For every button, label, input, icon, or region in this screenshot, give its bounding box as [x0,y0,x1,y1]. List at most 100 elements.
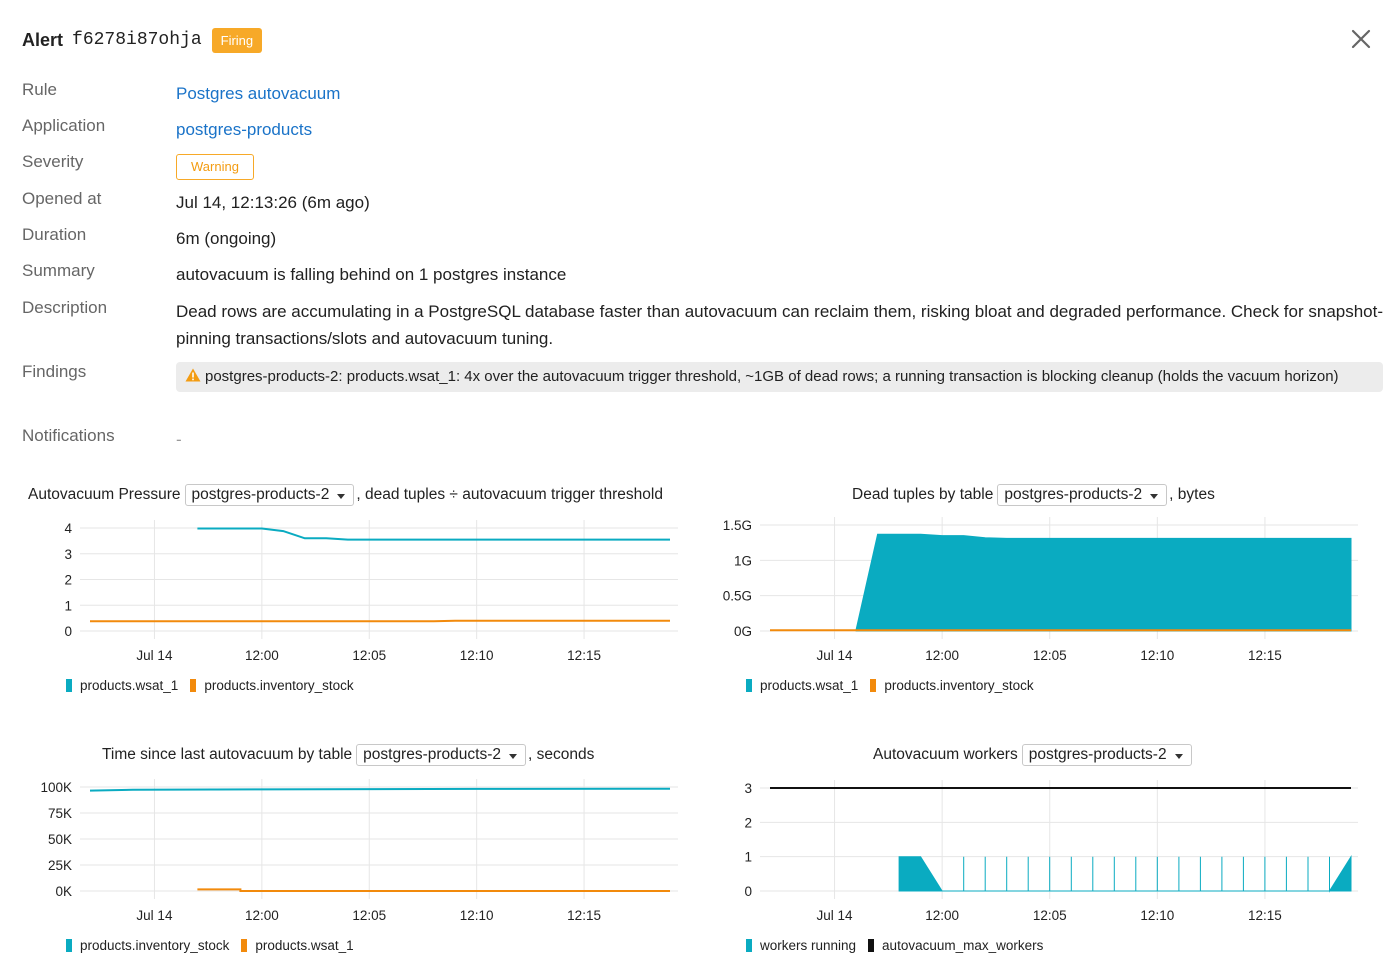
legend-swatch [746,679,752,692]
legend-item[interactable]: products.inventory_stock [870,678,1034,693]
application-label: Application [22,116,106,135]
chart-title: Dead tuples by table postgres-products-2… [852,484,1215,506]
x-tick-label: Jul 14 [817,908,854,923]
rule-label: Rule [22,80,57,99]
chart-plot: 100K 75K 50K 25K 0K Jul 14 12:00 12:05 12:10 12:1… [40,779,678,923]
legend-label: products.wsat_1 [760,678,859,693]
legend-swatch [66,939,72,952]
y-tick-label: 0 [744,884,752,899]
chart-plot: 4 3 2 1 0 Jul 14 12:00 12:05 12:10 12:15 [64,520,678,663]
x-tick-label: 12:10 [1140,908,1174,923]
y-tick-label: 3 [744,781,752,796]
severity-label: Severity [22,152,84,171]
instance-dropdown-value: postgres-products-2 [1028,746,1167,763]
chevron-down-icon [337,494,346,499]
y-tick-label: 0K [55,884,72,899]
y-tick-label: 50K [48,832,72,847]
chart-title-suffix: , dead tuples ÷ autovacuum trigger thres… [356,486,663,503]
chart-title: Autovacuum Pressure postgres-products-2 … [28,484,663,506]
chart-dead-tuples: Dead tuples by table postgres-products-2… [700,0,1400,966]
legend-label: autovacuum_max_workers [882,938,1044,953]
duration-value: 6m (ongoing) [176,229,277,248]
legend-item[interactable]: workers running [746,938,856,953]
x-tick-label: 12:00 [245,648,279,663]
instance-dropdown[interactable]: postgres-products-2 [184,484,355,506]
x-tick-label: 12:05 [1033,648,1067,663]
chart-title-prefix: Autovacuum workers [873,746,1018,763]
chart-autovacuum-workers: Autovacuum workers postgres-products-2 3… [700,0,1400,966]
legend-swatch [241,939,248,952]
x-tick-label: 12:00 [245,908,279,923]
legend-swatch [746,939,752,952]
y-tick-label: 0.5G [723,589,752,604]
x-tick-label: 12:00 [925,648,959,663]
finding-text: postgres-products-2: products.wsat_1: 4x… [205,368,1339,385]
summary-label: Summary [22,261,95,280]
y-tick-label: 2 [64,573,72,588]
y-tick-label: 0G [734,624,752,639]
series-line-products-wsat-1 [197,527,670,541]
legend-item[interactable]: autovacuum_max_workers [868,938,1043,953]
gridlines: 3 2 1 0 Jul 14 12:00 12:05 12:10 12:15 [744,780,1358,923]
chart-title-prefix: Time since last autovacuum by table [102,746,353,763]
x-tick-label: 12:05 [352,908,386,923]
legend-label: products.inventory_stock [884,678,1034,693]
x-tick-label: 12:00 [925,908,959,923]
close-icon[interactable] [1349,27,1373,51]
instance-dropdown[interactable]: postgres-products-2 [1021,744,1192,766]
legend-label: products.wsat_1 [80,678,179,693]
warning-icon [185,368,201,382]
y-tick-label: 25K [48,858,72,873]
opened-label: Opened at [22,189,102,208]
x-tick-label: 12:05 [352,648,386,663]
chevron-down-icon [1150,494,1159,499]
instance-dropdown-value: postgres-products-2 [191,486,330,503]
x-tick-label: 12:10 [460,648,494,663]
chart-title-suffix: , bytes [1169,486,1215,503]
alert-id: f6278i87ohja [72,30,202,50]
legend-swatch [868,939,875,952]
application-link[interactable]: postgres-products [176,120,313,139]
series-line-products-inventory-stock [89,787,671,792]
finding-item: postgres-products-2: products.wsat_1: 4x… [176,362,1383,392]
chart-legend: workers running autovacuum_max_workers [746,938,1055,953]
instance-dropdown[interactable]: postgres-products-2 [997,484,1168,506]
chart-legend: products.inventory_stock products.wsat_1 [66,938,366,953]
legend-item[interactable]: products.wsat_1 [66,678,178,693]
chevron-down-icon [1174,754,1183,759]
y-tick-label: 2 [744,815,752,830]
chart-time-since-autovacuum: Time since last autovacuum by table post… [40,744,678,953]
legend-label: products.wsat_1 [255,938,354,953]
status-badge: Firing [211,27,263,53]
instance-dropdown[interactable]: postgres-products-2 [356,744,526,766]
notifications-label: Notifications [22,426,115,445]
legend-item[interactable]: products.inventory_stock [66,938,229,953]
legend-label: workers running [760,938,857,953]
legend-item[interactable]: products.wsat_1 [746,678,858,693]
legend-item[interactable]: products.wsat_1 [241,938,354,953]
x-tick-label: Jul 14 [136,908,173,923]
notifications-value: - [176,430,182,449]
legend-label: products.inventory_stock [204,678,354,693]
legend-swatch [66,679,72,692]
opened-value: Jul 14, 12:13:26 (6m ago) [176,193,370,212]
y-tick-label: 1 [64,598,72,613]
alert-title: Alert [22,29,64,50]
legend-item[interactable]: products.inventory_stock [190,678,354,693]
rule-link[interactable]: Postgres autovacuum [176,84,341,103]
description-label: Description [22,298,108,317]
legend-swatch [190,679,197,692]
legend-swatch [870,679,877,692]
series-line-products-wsat-1 [197,888,670,892]
close-button[interactable] [1349,27,1373,51]
gridlines: 100K 75K 50K 25K 0K Jul 14 12:00 12:05 12:10 12:1… [40,779,678,923]
chart-title: Time since last autovacuum by table post… [102,744,594,766]
y-tick-label: 1G [734,553,752,568]
chart-plot: 3 2 1 0 Jul 14 12:00 12:05 12:10 12:15 [744,780,1358,923]
chart-title-prefix: Autovacuum Pressure [28,486,181,503]
alert-header: Alert f6278i87ohja Firing [22,27,263,53]
x-tick-label: 12:15 [567,908,601,923]
chart-legend: products.wsat_1 products.inventory_stock [746,678,1046,693]
findings-label: Findings [22,362,87,381]
y-tick-label: 3 [64,547,72,562]
